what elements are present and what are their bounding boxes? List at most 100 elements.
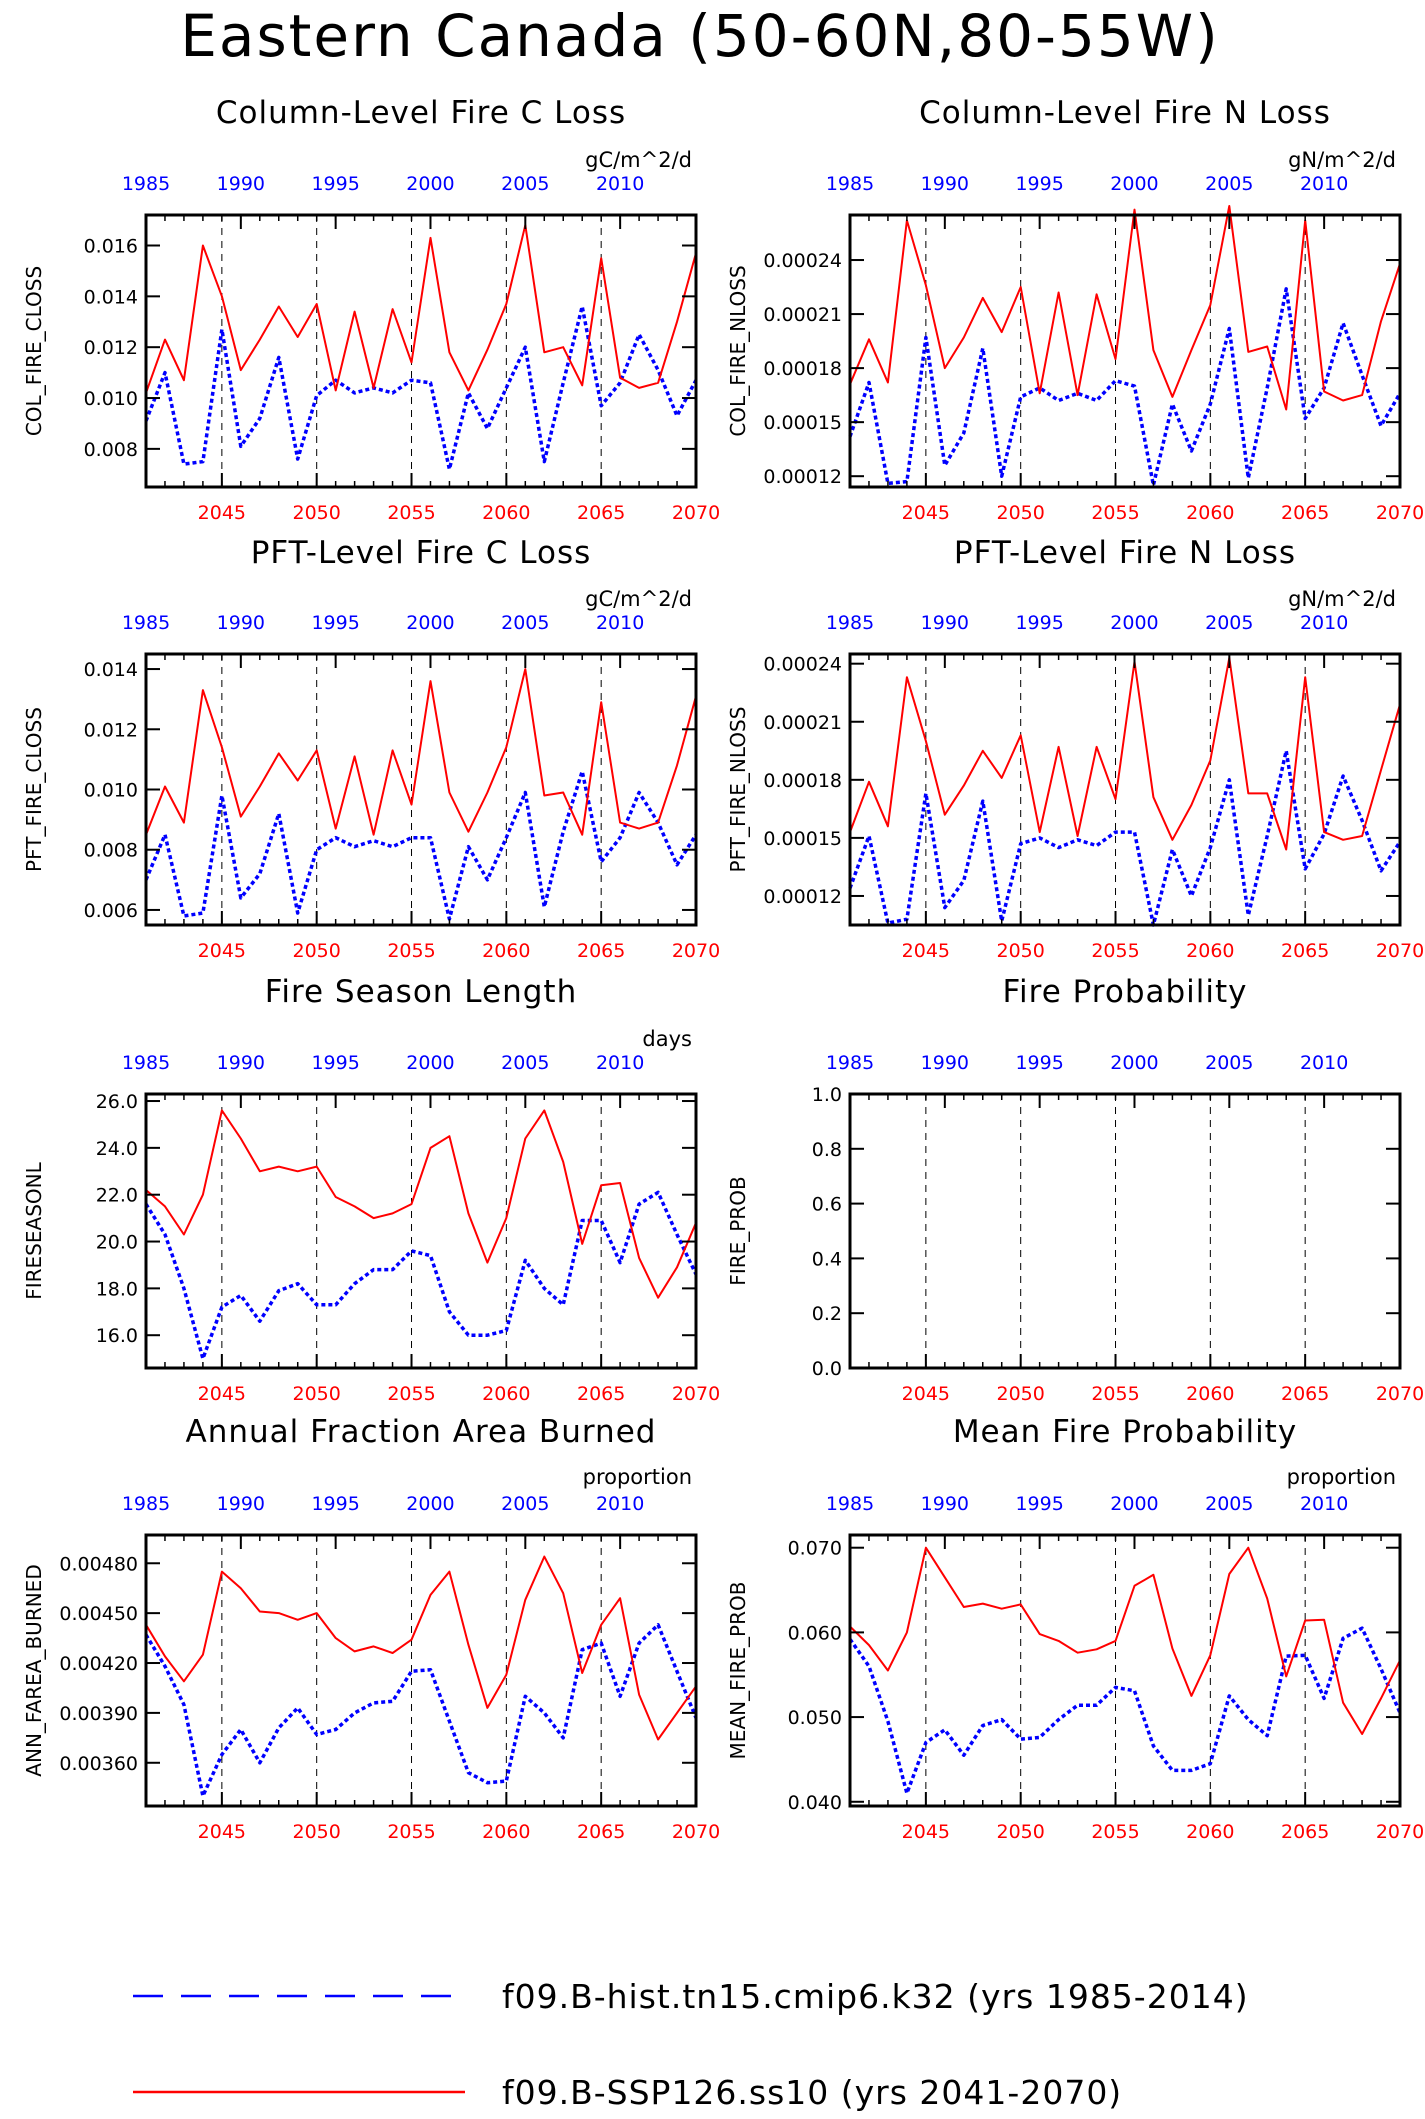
units-label: gN/m^2/d xyxy=(1288,587,1396,611)
plot-frame xyxy=(848,652,1402,927)
y-axis-label: ANN_FAREA_BURNED xyxy=(22,1564,46,1776)
y-tick-label: 20.0 xyxy=(96,1232,138,1254)
y-tick-label: 0.060 xyxy=(788,1622,842,1644)
x-tick-label-hist: 2000 xyxy=(406,1493,454,1515)
x-tick-label-hist: 1985 xyxy=(122,1052,170,1074)
y-tick-label: 0.012 xyxy=(84,337,138,359)
x-tick-label-hist: 2005 xyxy=(1205,1493,1253,1515)
panel-6: Fire Probability 0.0 0.2 0.4 0.6 0.8 1.0 2045 20… xyxy=(726,974,1424,1405)
series-future-line xyxy=(849,1546,1401,1735)
x-tick-label-hist: 1990 xyxy=(921,1052,969,1074)
series-future-line xyxy=(145,668,697,836)
x-tick-label-future: 2060 xyxy=(482,502,530,524)
panel-title: Fire Season Length xyxy=(265,974,577,1010)
x-tick-label-hist: 2000 xyxy=(1110,1493,1158,1515)
units-label: gN/m^2/d xyxy=(1288,148,1396,172)
y-tick-label: 0.6 xyxy=(812,1194,842,1216)
x-tick-label-future: 2065 xyxy=(577,940,625,962)
y-tick-label: 0.050 xyxy=(788,1707,842,1729)
y-tick-label: 16.0 xyxy=(96,1325,138,1347)
x-tick-label-hist: 1990 xyxy=(217,1493,265,1515)
units-label: days xyxy=(642,1027,692,1051)
y-axis-label: COL_FIRE_NLOSS xyxy=(726,265,750,436)
panel-title: Mean Fire Probability xyxy=(953,1414,1297,1450)
series-future-line xyxy=(849,656,1401,851)
x-tick-label-hist: 2005 xyxy=(1205,612,1253,634)
x-tick-label-hist: 2010 xyxy=(1300,612,1348,634)
x-tick-label-hist: 2010 xyxy=(596,612,644,634)
x-tick-label-hist: 2005 xyxy=(1205,1052,1253,1074)
x-tick-label-future: 2055 xyxy=(387,1821,435,1843)
units-label: gC/m^2/d xyxy=(585,587,692,611)
x-tick-label-hist: 2000 xyxy=(406,173,454,195)
x-tick-label-future: 2055 xyxy=(1091,502,1139,524)
y-tick-label: 0.014 xyxy=(84,286,138,308)
x-tick-label-future: 2060 xyxy=(482,1821,530,1843)
y-tick-label: 22.0 xyxy=(96,1185,138,1207)
x-tick-label-future: 2060 xyxy=(482,940,530,962)
x-tick-label-future: 2065 xyxy=(1281,502,1329,524)
x-tick-label-hist: 1995 xyxy=(1015,1493,1063,1515)
y-tick-label: 0.008 xyxy=(84,439,138,461)
panel-title: Column-Level Fire N Loss xyxy=(919,95,1331,131)
x-tick-label-future: 2070 xyxy=(1376,1821,1424,1843)
series-future-line xyxy=(145,1109,697,1299)
plot-frame xyxy=(848,213,1402,489)
plot-frame xyxy=(848,1533,1402,1808)
y-tick-label: 0.010 xyxy=(84,780,138,802)
panel-4: PFT-Level Fire N Loss gN/m^2/d 0.00012 0.00… xyxy=(726,535,1424,962)
x-tick-label-hist: 1990 xyxy=(217,612,265,634)
x-tick-label-hist: 1990 xyxy=(921,1493,969,1515)
y-tick-label: 0.0 xyxy=(812,1358,842,1380)
x-tick-label-future: 2055 xyxy=(387,1383,435,1405)
y-axis-label: PFT_FIRE_CLOSS xyxy=(22,707,46,872)
x-tick-label-future: 2065 xyxy=(1281,1821,1329,1843)
x-tick-label-hist: 2000 xyxy=(1110,173,1158,195)
x-tick-label-hist: 1990 xyxy=(217,173,265,195)
y-tick-label: 0.2 xyxy=(812,1303,842,1325)
x-tick-label-future: 2060 xyxy=(482,1383,530,1405)
panel-7: Annual Fraction Area Burned proportion 0.0… xyxy=(22,1414,720,1843)
series-future-line xyxy=(145,224,697,394)
y-tick-label: 0.012 xyxy=(84,719,138,741)
x-tick-label-hist: 1985 xyxy=(826,1052,874,1074)
x-tick-label-future: 2050 xyxy=(997,940,1045,962)
x-tick-label-hist: 1995 xyxy=(1015,1052,1063,1074)
x-tick-label-future: 2065 xyxy=(577,502,625,524)
x-tick-label-hist: 1985 xyxy=(122,612,170,634)
x-tick-label-future: 2060 xyxy=(1186,1821,1234,1843)
plot-frame xyxy=(144,213,698,489)
x-tick-label-hist: 2005 xyxy=(501,612,549,634)
panel-2: Column-Level Fire N Loss gN/m^2/d 0.00012 0… xyxy=(726,95,1424,524)
panel-title: Fire Probability xyxy=(1002,974,1247,1010)
x-tick-label-future: 2045 xyxy=(198,1383,246,1405)
x-tick-label-hist: 2005 xyxy=(501,173,549,195)
x-tick-label-hist: 1995 xyxy=(311,612,359,634)
x-tick-label-future: 2050 xyxy=(293,1821,341,1843)
x-tick-label-future: 2070 xyxy=(672,1383,720,1405)
legend-label: f09.B-hist.tn15.cmip6.k32 (yrs 1985-2014… xyxy=(502,1977,1249,2016)
y-axis-label: COL_FIRE_CLOSS xyxy=(22,266,46,436)
x-tick-label-hist: 1995 xyxy=(1015,612,1063,634)
series-hist-line xyxy=(848,1626,1402,1796)
x-tick-label-future: 2045 xyxy=(902,1821,950,1843)
y-tick-label: 0.00012 xyxy=(763,466,842,488)
legend: f09.B-hist.tn15.cmip6.k32 (yrs 1985-2014… xyxy=(133,1977,1249,2112)
x-tick-label-hist: 2000 xyxy=(406,612,454,634)
x-tick-label-hist: 1985 xyxy=(826,612,874,634)
y-tick-label: 0.00450 xyxy=(59,1603,138,1625)
panel-5: Fire Season Length days 16.0 18.0 20.0 22.0 24… xyxy=(22,974,720,1405)
y-tick-label: 0.070 xyxy=(788,1538,842,1560)
x-tick-label-future: 2070 xyxy=(672,940,720,962)
x-tick-label-hist: 2000 xyxy=(1110,612,1158,634)
x-tick-label-future: 2065 xyxy=(1281,1383,1329,1405)
x-tick-label-future: 2060 xyxy=(1186,1383,1234,1405)
y-tick-label: 0.4 xyxy=(812,1248,842,1270)
y-tick-label: 0.010 xyxy=(84,388,138,410)
x-tick-label-hist: 1990 xyxy=(217,1052,265,1074)
x-tick-label-future: 2060 xyxy=(1186,502,1234,524)
x-tick-label-hist: 2010 xyxy=(596,1493,644,1515)
x-tick-label-future: 2065 xyxy=(577,1821,625,1843)
x-tick-label-future: 2070 xyxy=(1376,1383,1424,1405)
y-tick-label: 0.040 xyxy=(788,1792,842,1814)
